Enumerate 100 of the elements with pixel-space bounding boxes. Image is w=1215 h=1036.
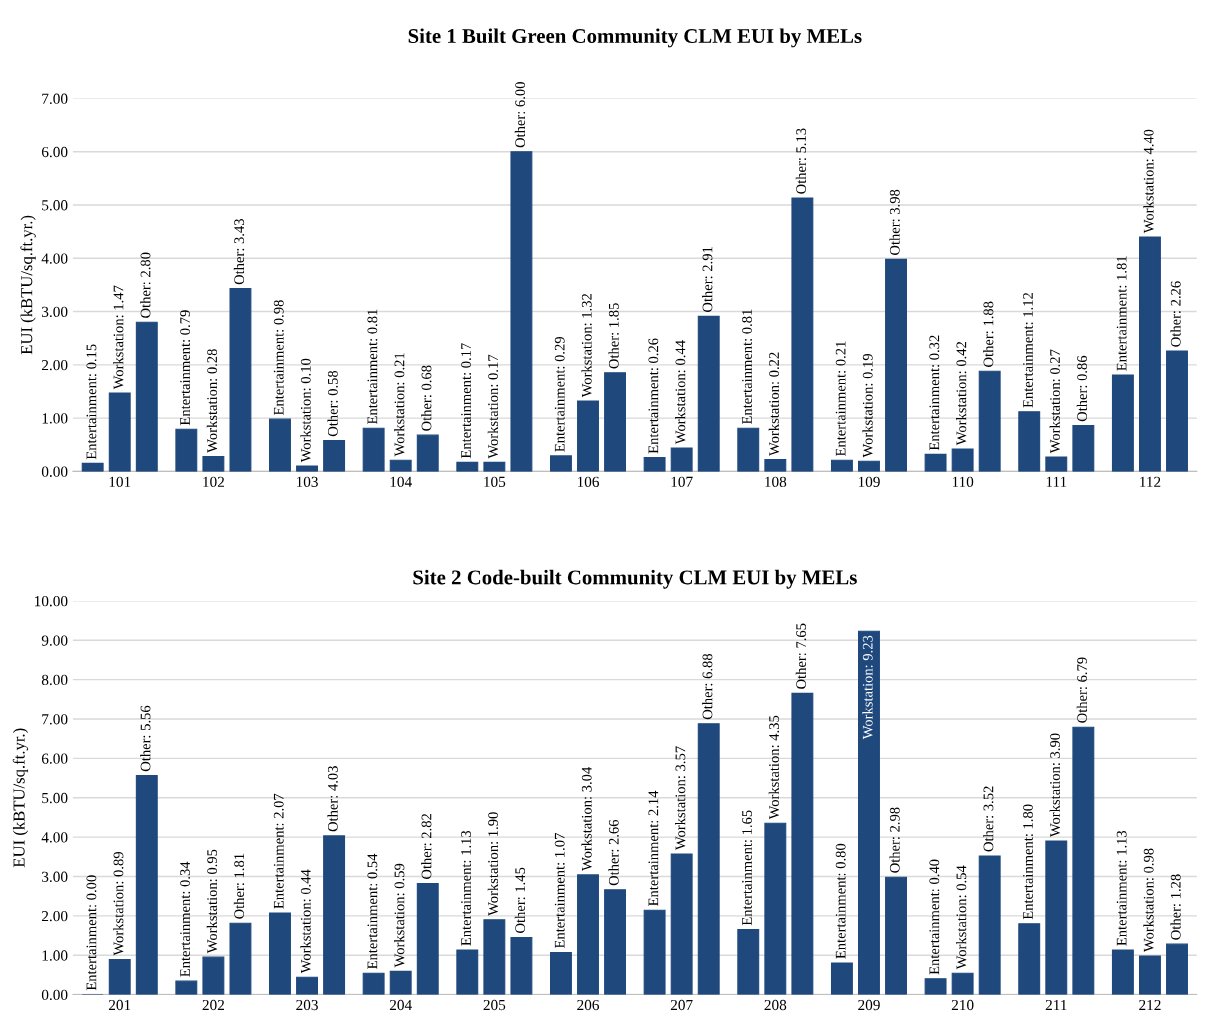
- y-tick-label: 7.00: [42, 714, 68, 725]
- data-label: Workstation: 0.44: [300, 869, 311, 974]
- x-tick-label: 102: [203, 476, 224, 487]
- data-label: Workstation: 0.28: [206, 349, 218, 453]
- chart-title: Site 2 Code-built Community CLM EUI by MELs: [413, 569, 857, 589]
- y-tick-label: 9.00: [41, 635, 68, 646]
- data-label: Workstation: 0.89: [113, 852, 124, 956]
- data-label: Other: 1.45: [514, 867, 526, 933]
- y-tick-label: 7.00: [42, 93, 68, 104]
- data-label: Entertainment: 0.17: [461, 343, 472, 459]
- data-label: Entertainment: 0.40: [929, 859, 940, 975]
- data-label: Entertainment: 0.98: [273, 300, 284, 416]
- data-label: Entertainment: 1.81: [1116, 256, 1127, 371]
- data-label: Entertainment: 0.29: [554, 336, 565, 452]
- data-label: Other: 0.68: [421, 365, 432, 431]
- data-label: Workstation: 1.90: [487, 812, 499, 916]
- x-tick-label: 112: [1140, 476, 1161, 487]
- data-label: Workstation: 0.59: [394, 863, 405, 968]
- x-tick-label: 103: [296, 476, 318, 487]
- x-tick-label: 203: [296, 999, 318, 1011]
- data-label: Other: 3.43: [233, 219, 245, 285]
- x-tick-label: 109: [858, 476, 880, 487]
- data-label: Workstation: 4.35: [768, 715, 780, 820]
- y-tick-label: 6.00: [41, 753, 68, 764]
- data-label: Other: 5.13: [795, 128, 807, 194]
- data-label: Entertainment: 0.80: [835, 843, 846, 959]
- data-label: Entertainment: 0.00: [86, 875, 97, 991]
- y-tick-label: 0.00: [41, 989, 68, 1001]
- x-tick-label: 209: [858, 999, 880, 1011]
- data-label: Entertainment: 1.12: [1023, 292, 1033, 408]
- data-label: Entertainment: 0.79: [180, 310, 191, 426]
- data-label: Other: 2.80: [140, 252, 151, 318]
- data-label: Workstation: 4.40: [1143, 129, 1154, 234]
- y-tick-label: 2.00: [41, 910, 68, 922]
- data-label: Workstation: 0.98: [1143, 848, 1154, 953]
- x-tick-label: 106: [577, 476, 600, 487]
- data-label: Workstation: 0.54: [956, 865, 967, 970]
- data-label: Workstation: 0.19: [862, 353, 873, 458]
- data-label: Workstation: 1.32: [581, 293, 592, 398]
- x-tick-label: 206: [577, 999, 600, 1011]
- data-label: Other: 2.91: [702, 247, 713, 313]
- data-label: Entertainment: 0.15: [86, 344, 97, 460]
- x-tick-label: 101: [109, 476, 131, 487]
- data-label: Workstation: 0.17: [487, 354, 499, 459]
- x-tick-label: 212: [1139, 999, 1161, 1011]
- data-label: Entertainment: 0.81: [742, 309, 752, 425]
- y-tick-label: 5.00: [42, 792, 68, 804]
- data-label: Other: 2.82: [421, 813, 432, 880]
- data-label: Entertainment: 1.80: [1023, 804, 1033, 920]
- y-tick-label: 6.00: [41, 146, 68, 158]
- y-axis-title: EUI (kBTU/sq.ft.yr.): [12, 728, 29, 868]
- data-label: Entertainment: 2.07: [273, 793, 284, 909]
- y-tick-label: 2.00: [41, 359, 68, 371]
- data-label: Entertainment: 1.65: [742, 810, 752, 926]
- data-label: Workstation: 0.27: [1049, 349, 1061, 454]
- x-tick-label: 202: [202, 999, 224, 1011]
- data-label: Other: 1.85: [608, 303, 619, 369]
- data-label: Other: 0.58: [327, 370, 338, 437]
- data-label: Other: 3.98: [889, 189, 900, 255]
- data-label: Other: 1.81: [233, 853, 245, 919]
- y-tick-label: 8.00: [41, 674, 68, 686]
- y-tick-label: 3.00: [42, 306, 68, 318]
- data-label: Workstation: 1.47: [113, 285, 124, 390]
- y-tick-label: 4.00: [41, 253, 68, 264]
- data-label: Entertainment: 0.54: [367, 853, 378, 969]
- data-label: Workstation: 0.21: [394, 353, 405, 457]
- data-label: Entertainment: 2.14: [648, 790, 659, 906]
- data-label: Workstation: 3.90: [1049, 733, 1061, 838]
- data-label: Entertainment: 0.26: [648, 338, 659, 454]
- x-tick-label: 111: [1046, 476, 1067, 487]
- data-label: Workstation: 0.44: [675, 340, 686, 445]
- x-tick-label: 201: [108, 999, 131, 1011]
- x-tick-label: 208: [764, 999, 787, 1011]
- data-label: Other: 2.98: [889, 807, 900, 873]
- data-label: Other: 4.03: [327, 766, 338, 832]
- data-label: Other: 6.88: [702, 653, 713, 720]
- y-tick-label: 1.00: [42, 950, 68, 961]
- data-label: Entertainment: 1.13: [461, 830, 472, 946]
- data-label: Workstation: 9.23: [862, 635, 873, 740]
- x-tick-label: 110: [952, 476, 974, 487]
- x-tick-label: 107: [671, 476, 693, 487]
- x-tick-label: 211: [1045, 999, 1067, 1011]
- data-label: Workstation: 0.42: [956, 341, 967, 446]
- data-label: Other: 3.52: [983, 786, 994, 852]
- y-tick-label: 10.00: [35, 596, 68, 607]
- data-label: Entertainment: 0.81: [367, 309, 378, 425]
- y-tick-label: 0.00: [41, 466, 68, 477]
- y-axis-title: EUI (kBTU/sq.ft.yr.): [20, 215, 36, 355]
- data-label: Other: 7.65: [795, 623, 807, 689]
- data-label: Workstation: 0.10: [300, 358, 311, 463]
- data-label: Entertainment: 0.34: [180, 861, 191, 977]
- y-tick-label: 4.00: [41, 832, 68, 843]
- data-label: Workstation: 0.22: [768, 352, 780, 456]
- data-label: Other: 1.88: [983, 301, 994, 367]
- chart-title: Site 1 Built Green Community CLM EUI by MELs: [408, 28, 862, 48]
- data-label: Other: 5.56: [140, 705, 151, 772]
- data-label: Workstation: 0.95: [206, 849, 218, 954]
- data-label: Other: 6.00: [514, 82, 526, 148]
- data-label: Entertainment: 0.21: [835, 341, 846, 457]
- data-label: Entertainment: 1.07: [554, 833, 565, 949]
